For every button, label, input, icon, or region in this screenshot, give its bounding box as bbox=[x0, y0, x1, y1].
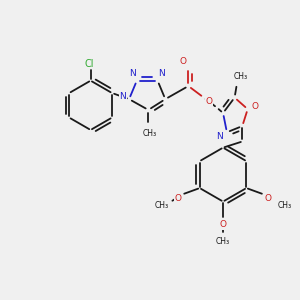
Text: Cl: Cl bbox=[84, 59, 94, 69]
Text: O: O bbox=[206, 97, 213, 106]
Text: CH₃: CH₃ bbox=[154, 201, 168, 210]
Text: N: N bbox=[217, 132, 223, 141]
Text: O: O bbox=[175, 194, 182, 202]
Text: CH₃: CH₃ bbox=[278, 201, 292, 210]
Text: CH₃: CH₃ bbox=[143, 128, 157, 137]
Text: N: N bbox=[130, 69, 136, 78]
Text: N: N bbox=[158, 69, 165, 78]
Text: O: O bbox=[264, 194, 272, 202]
Text: O: O bbox=[179, 57, 187, 66]
Text: CH₃: CH₃ bbox=[234, 71, 248, 80]
Text: O: O bbox=[220, 220, 226, 229]
Text: N: N bbox=[120, 92, 126, 101]
Text: CH₃: CH₃ bbox=[216, 237, 230, 246]
Text: O: O bbox=[251, 102, 258, 111]
